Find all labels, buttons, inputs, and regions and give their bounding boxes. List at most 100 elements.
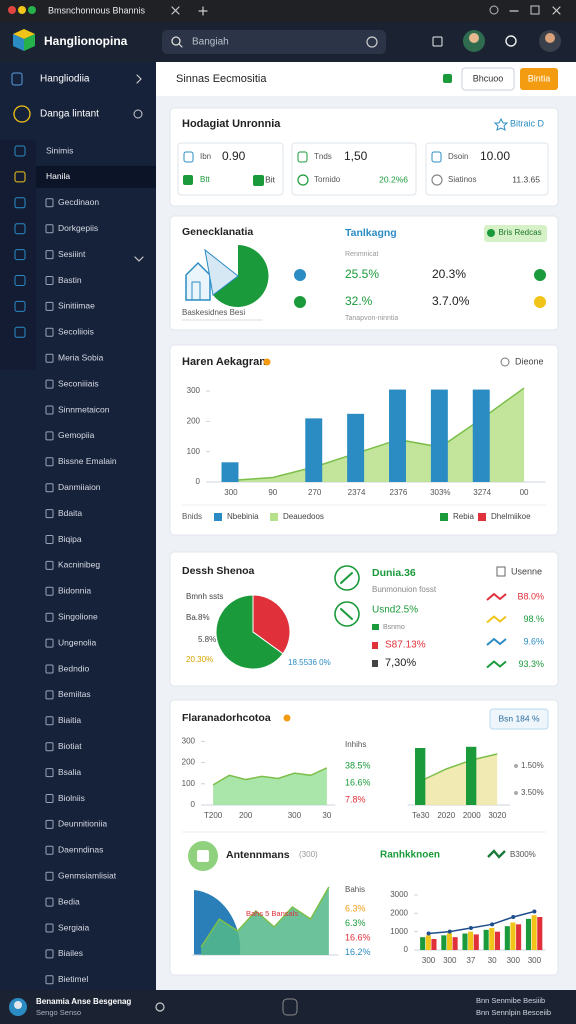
nav-item[interactable]: Kacninibeg — [58, 560, 100, 570]
button-label[interactable]: Bsn 184 % — [498, 713, 540, 723]
caption: Tanapvon-ninntia — [345, 315, 398, 322]
column-value: 6.3% — [345, 918, 366, 928]
pie-slice — [252, 594, 291, 655]
nav-item[interactable]: Bedia — [58, 896, 80, 906]
nav-item[interactable]: Dorkgepiis — [58, 223, 98, 233]
sidebar-rail — [0, 140, 36, 370]
button[interactable] — [489, 708, 549, 730]
nav-item[interactable]: Sinnmetaicon — [58, 404, 110, 414]
nav-item[interactable]: Secoliiois — [58, 327, 94, 337]
nav-bullet — [45, 431, 54, 441]
stat-sub-label: Tornido — [314, 175, 341, 184]
section-heading: Tanlkagng — [345, 227, 397, 239]
icon — [13, 105, 31, 123]
button-label[interactable]: Bhcuoo — [473, 73, 504, 83]
nav-item[interactable]: Bdaita — [58, 508, 82, 518]
nav-item[interactable]: Deunnitioniia — [58, 819, 107, 829]
nav-item[interactable]: Sesiiint — [58, 249, 86, 259]
icon — [552, 6, 561, 15]
icon — [297, 174, 309, 186]
column-title: Inhihs — [345, 740, 366, 749]
nav-section[interactable]: Danga lintant — [40, 109, 99, 120]
side-value: 9.6% — [523, 636, 544, 646]
x-tick-label: 37 — [466, 956, 475, 965]
icon — [138, 256, 144, 262]
nav-item[interactable]: Singolione — [58, 611, 98, 621]
nav-item[interactable]: Gecdinaon — [58, 197, 99, 207]
nav-item[interactable]: Sinimis — [46, 145, 73, 155]
icon — [155, 1002, 165, 1012]
nav-item[interactable]: Bastin — [58, 275, 82, 285]
nav-item[interactable]: Biotiat — [58, 741, 82, 751]
nav-item[interactable]: Bemiitas — [58, 689, 91, 699]
area — [420, 754, 498, 805]
nav-item[interactable]: Meria Sobia — [58, 352, 104, 362]
nav-item[interactable]: Sergiaia — [58, 922, 89, 932]
nav-bullet — [45, 638, 54, 648]
search-box[interactable] — [162, 30, 386, 54]
button[interactable] — [461, 67, 515, 91]
nav-item[interactable]: Genmsiamlisiat — [58, 870, 117, 880]
icon — [505, 35, 517, 47]
nav-item[interactable]: Biqipa — [58, 534, 82, 544]
x-tick-label: 2376 — [390, 488, 408, 497]
bar — [430, 389, 448, 482]
detail-value: Usnd2.5% — [372, 605, 418, 616]
card-link[interactable]: Dieone — [515, 356, 544, 366]
trend-icon — [486, 637, 507, 646]
nav-item[interactable]: Daenndinas — [58, 845, 103, 855]
illustration — [191, 281, 201, 301]
column-title: Bahis — [345, 885, 365, 894]
x-tick-label: 2000 — [463, 811, 481, 820]
status-dot — [283, 714, 291, 722]
section-icon — [197, 850, 209, 862]
nav-item[interactable]: Biolniis — [58, 793, 85, 803]
icon — [136, 74, 142, 80]
bullet — [514, 764, 518, 768]
stat-icon — [297, 151, 308, 163]
avatar — [14, 1001, 22, 1009]
x-tick-label: 300 — [422, 956, 436, 965]
bar — [537, 917, 543, 950]
card-link[interactable]: Bitraic D — [510, 118, 545, 128]
nav-item[interactable]: Biaitia — [58, 715, 81, 725]
pie-label: Ba.8% — [186, 613, 210, 622]
nav-bullet — [45, 690, 54, 700]
y-tick-label: 200 — [187, 417, 201, 426]
nav-bullet — [45, 716, 54, 726]
nav-item[interactable]: Hanila — [46, 171, 70, 181]
legend-label: Rebia — [453, 512, 474, 521]
nav-item[interactable]: Ungenolia — [58, 637, 97, 647]
y-tick-label: 200 — [182, 758, 196, 767]
section-change: B300% — [510, 850, 536, 859]
stat-sub-value: Bit — [265, 174, 276, 184]
button-label[interactable]: Bintia — [528, 73, 551, 83]
side-title: Usenne — [511, 566, 542, 576]
bar — [431, 939, 437, 950]
nav-item[interactable]: Biailes — [58, 948, 83, 958]
metric-value: 3.7.0% — [432, 294, 470, 308]
nav-item[interactable]: Bidonnia — [58, 586, 91, 596]
caption: Baskesidnes Besi — [182, 308, 245, 317]
header-icon[interactable] — [432, 36, 443, 47]
nav-item[interactable]: Gemopiia — [58, 430, 95, 440]
logo — [24, 34, 35, 51]
nav-item[interactable]: Danmiiaion — [58, 482, 101, 492]
nav-item[interactable]: Sinitiimae — [58, 301, 95, 311]
nav-item[interactable]: Bissne Emalain — [58, 456, 117, 466]
nav-item[interactable]: Bietimel — [58, 974, 88, 984]
y-tick-label: 0 — [191, 800, 196, 809]
nav-icon — [14, 197, 26, 209]
nav-bullet — [45, 535, 54, 544]
nav-item[interactable]: Bsalia — [58, 767, 81, 777]
point — [490, 922, 495, 927]
tab-icon — [18, 6, 26, 14]
bar — [483, 929, 489, 950]
nav-item[interactable]: Seconiiiais — [58, 378, 99, 388]
nav-item[interactable]: Bedndio — [58, 663, 89, 673]
bar — [347, 413, 365, 482]
nav-section[interactable]: Hangliodiia — [40, 74, 90, 85]
button[interactable] — [520, 68, 558, 90]
y-tick-label: 0 — [404, 945, 409, 954]
trend-icon — [486, 660, 507, 669]
